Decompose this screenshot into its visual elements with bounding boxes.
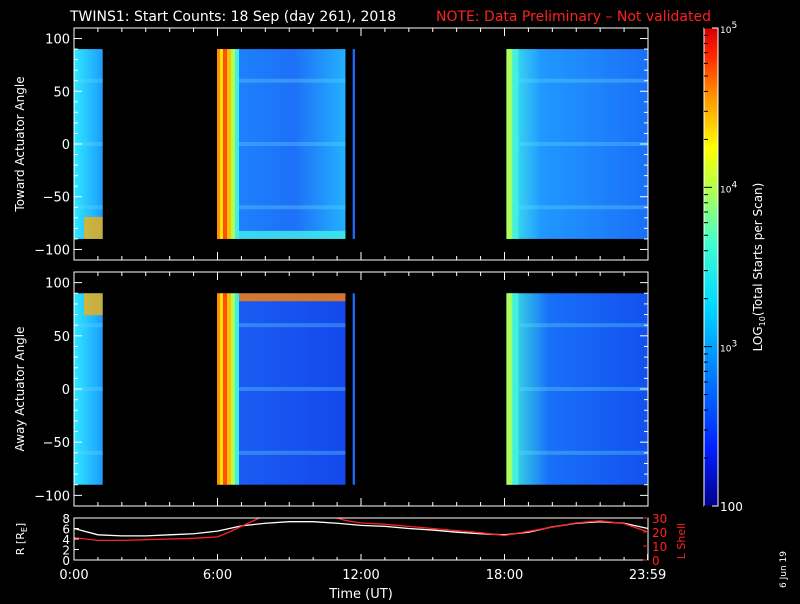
ytick-label: 100 [45,277,70,292]
onset-stripe [506,49,513,239]
ytick-label: −100 [34,243,70,258]
ytick-label: 2 [62,544,70,558]
onset-stripe [235,49,240,239]
tick-exp: 5 [731,21,737,31]
angle-band [217,205,346,210]
xtick-label: 18:00 [486,568,523,583]
onset-stripe [223,293,228,485]
label-part: R [R [14,532,27,555]
onset-stripe [227,293,232,485]
ytick-label: −50 [43,191,70,206]
xtick-label: 12:00 [342,568,379,583]
data-block [352,49,356,239]
edge-band [239,293,346,302]
colorbar-tick-label: 100 [720,500,743,514]
angle-band [74,78,103,83]
angle-band [506,387,648,391]
y-axis-label: Away Actuator Angle [13,326,27,451]
label-part: ] [14,523,27,527]
colorbar-tick-label: 104 [720,180,737,195]
ytick-label: 50 [53,85,70,100]
preliminary-note: NOTE: Data Preliminary – Not validated [436,9,711,25]
onset-stripe [512,49,519,239]
y-axis-label: Toward Actuator Angle [13,76,27,212]
ytick-right-label: 20 [652,526,667,540]
high-count-region [84,293,103,316]
angle-band [74,142,103,146]
angle-band [74,450,103,455]
onset-stripe [506,293,513,485]
colorbar-gradient [703,27,719,507]
angle-band [506,78,648,83]
onset-stripe [512,293,519,485]
ytick-label: 0 [62,383,70,398]
onset-stripe [217,49,221,239]
tick-exp: 3 [731,340,737,350]
data-block [506,49,648,239]
onset-stripe [223,49,228,239]
angle-band [217,387,346,391]
away-heatmap-panel: −100 −50 0 50 100 Away Actuator Angle [13,271,649,507]
onset-stripe [231,49,236,239]
data-block [352,293,356,485]
xtick-label: 6:00 [203,568,232,583]
angle-band [506,450,648,455]
toward-heatmap-panel: −100 −50 0 50 100 Toward Actuator Angle [13,27,649,261]
ytick-label: −100 [34,489,70,504]
colorbar-label: LOG10(Total Starts per Scan) [751,183,767,352]
ytick-label: 0 [62,138,70,153]
ytick-label: 0 [62,554,70,568]
ytick-right-label: 30 [652,512,667,526]
angle-band [506,323,648,328]
onset-stripe [220,49,224,239]
angle-band [506,142,648,146]
ytick-label: 8 [62,512,70,526]
angle-band [217,450,346,455]
colorbar-tick-label: 103 [720,340,737,355]
ytick-right-label: 10 [652,540,667,554]
ytick-label: 6 [62,523,70,537]
xtick-label: 0:00 [59,568,88,583]
orbit-y-left-label: R [RE] [14,523,29,555]
ytick-label: 4 [62,533,70,547]
onset-stripe [231,293,236,485]
x-axis-label: Time (UT) [328,587,393,600]
ytick-label: −50 [43,436,70,451]
tick-base: 10 [720,26,732,36]
tick-exp: 4 [731,180,737,190]
angle-band [74,323,103,328]
onset-stripe [217,293,221,485]
angle-band [217,323,346,328]
l-shell-line [74,518,648,542]
tick-base: 10 [720,185,732,195]
orbit-y-right-label: L Shell [675,523,688,559]
edge-band [239,230,346,239]
date-stamp: 6 Jun 19 [779,551,789,588]
onset-stripe [227,49,232,239]
xtick-label: 23:59 [629,568,666,583]
radial-distance-line [74,521,648,537]
ytick-label: 50 [53,330,70,345]
high-count-region [84,216,103,239]
tick-base: 10 [720,345,732,355]
label-sub: E [20,527,29,532]
onset-stripe [235,293,240,485]
ytick-label: 100 [45,33,70,48]
data-block [506,293,648,485]
onset-stripe [220,293,224,485]
colorbar-tick-label: 105 [720,21,737,36]
angle-band [217,142,346,146]
angle-band [74,387,103,391]
ytick-right-label: 0 [652,554,660,568]
angle-band [506,205,648,210]
chart-title: TWINS1: Start Counts: 18 Sep (day 261), … [69,9,396,25]
angle-band [74,205,103,210]
angle-band [217,78,346,83]
